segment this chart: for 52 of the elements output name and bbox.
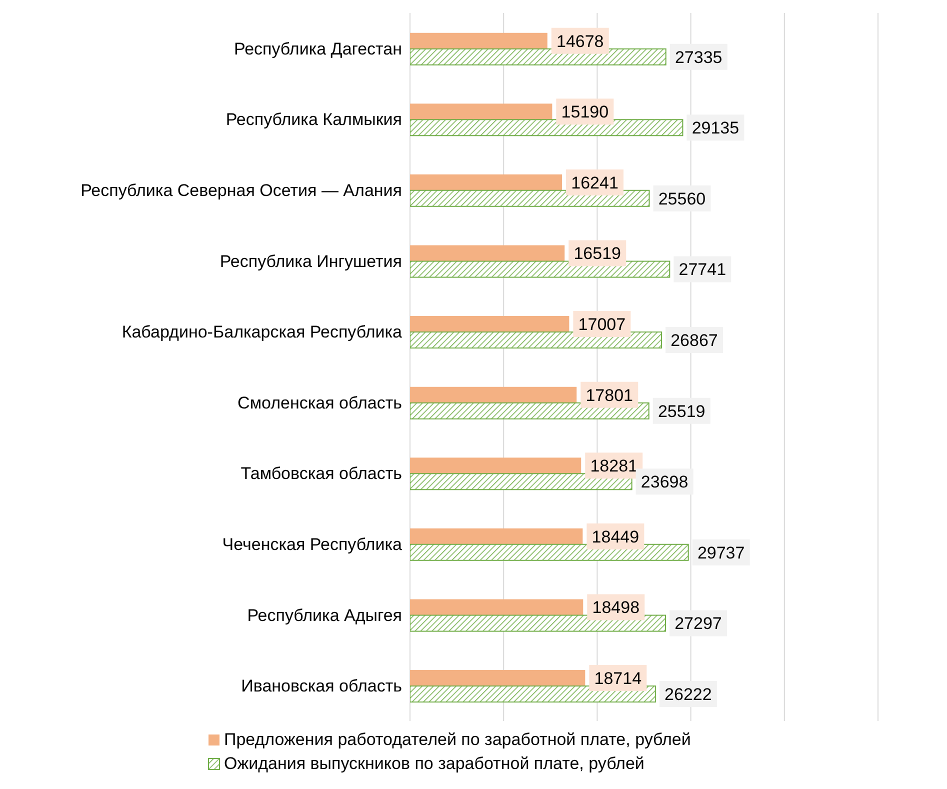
y-tick-label: Республика Калмыкия [226, 110, 402, 130]
bar [410, 458, 582, 474]
y-tick-label: Республика Северная Осетия — Алания [80, 181, 402, 200]
data-label: 27741 [678, 260, 726, 280]
y-tick-label: Кабардино-Балкарская Республика [122, 322, 403, 342]
data-label: 27335 [674, 48, 722, 67]
bar [410, 386, 577, 403]
y-tick-label: Ивановская область [241, 676, 402, 696]
data-label: 15190 [561, 102, 609, 122]
data-label: 25519 [658, 402, 706, 421]
legend-label: Ожидания выпускников по заработной плате, рублей [224, 754, 644, 774]
data-label: 29737 [697, 543, 745, 562]
data-label: 16241 [571, 173, 618, 192]
bar [410, 260, 670, 278]
bar [410, 104, 552, 120]
bar [410, 190, 650, 207]
bar [410, 245, 565, 262]
bar [410, 332, 662, 349]
bar [410, 48, 666, 66]
data-label: 18498 [592, 598, 640, 618]
bar [410, 473, 632, 490]
data-label: 18714 [594, 669, 642, 688]
y-tick-label: Смоленская область [238, 393, 402, 412]
bar [410, 686, 656, 703]
y-tick-label: Республика Дагестан [234, 39, 402, 58]
data-label: 17007 [578, 315, 626, 334]
bar [410, 174, 562, 190]
data-label: 18449 [592, 527, 640, 546]
bar [410, 614, 666, 632]
data-label: 25560 [658, 189, 706, 208]
y-tick-label: Чеченская Республика [222, 535, 403, 554]
bar [410, 32, 548, 49]
bar [410, 528, 583, 544]
bar [410, 402, 650, 420]
y-tick-label: Республика Ингушетия [220, 252, 402, 271]
data-label: 14678 [556, 32, 604, 51]
data-label: 29135 [692, 118, 740, 138]
legend-label: Предложения работодателей по заработной плате, рублей [224, 730, 691, 750]
bar [410, 599, 584, 616]
data-label: 26222 [664, 685, 712, 704]
data-label: 26867 [670, 331, 718, 350]
bar [410, 119, 684, 136]
data-label: 17801 [586, 386, 634, 405]
y-tick-label: Республика Адыгея [247, 606, 402, 625]
bar [410, 316, 570, 332]
data-label: 27297 [674, 614, 722, 634]
y-tick-label: Тамбовская область [240, 464, 402, 484]
bar [410, 544, 689, 561]
data-label: 16519 [574, 244, 622, 264]
data-label: 23698 [640, 472, 688, 492]
data-label: 18281 [590, 456, 638, 476]
bar [410, 670, 586, 686]
